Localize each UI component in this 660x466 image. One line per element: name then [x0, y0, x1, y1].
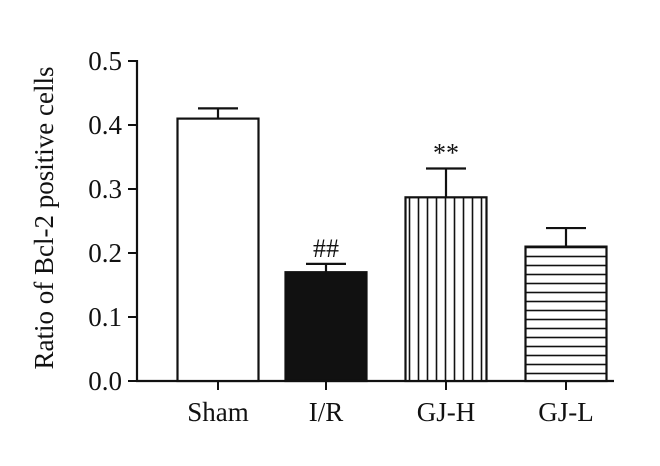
significance-label: **: [433, 139, 459, 168]
y-axis-title: Ratio of Bcl-2 positive cells: [29, 67, 59, 370]
significance-label: ##: [313, 234, 339, 263]
x-tick-label: I/R: [309, 397, 344, 427]
y-tick-label: 0.2: [88, 238, 122, 268]
y-tick-label: 0.4: [88, 110, 122, 140]
x-tick-label: GJ-L: [538, 397, 594, 427]
bar-i-r: [284, 271, 368, 383]
x-tick-label: Sham: [187, 397, 249, 427]
y-tick-label: 0.5: [88, 46, 122, 76]
x-tick-label: GJ-H: [417, 397, 476, 427]
bar-gj-l: [524, 245, 608, 383]
y-tick-label: 0.3: [88, 174, 122, 204]
bar-gj-h: [404, 196, 488, 383]
y-tick-label: 0.0: [88, 366, 122, 396]
y-tick-label: 0.1: [88, 302, 122, 332]
bars: [176, 107, 608, 383]
labels: 0.0 0.1 0.2 0.3 0.4 0.5 Sham I/R ## GJ-H ** GJ-L: [88, 46, 594, 427]
bar-sham: [176, 117, 260, 383]
